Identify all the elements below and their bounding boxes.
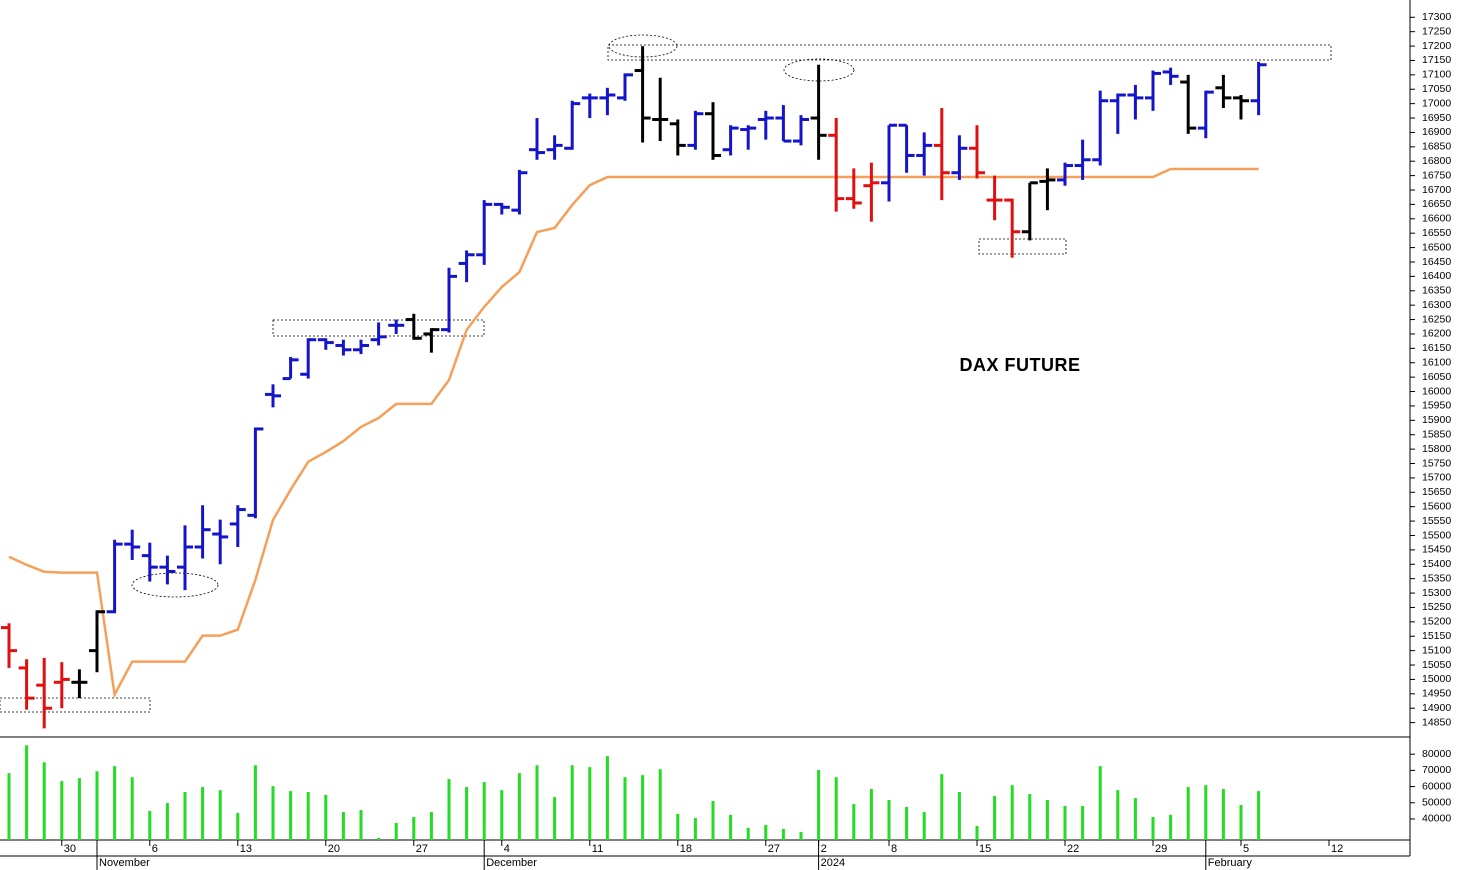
x-tick-label: 13 [240,843,252,855]
top-marker [783,58,855,82]
x-tick-label: 27 [416,843,428,855]
y-tick-label: 16100 [1422,357,1451,369]
y-tick-label: 16200 [1422,328,1451,340]
y-tick-label: 16850 [1422,141,1451,153]
y-tick-label: 15900 [1422,414,1451,426]
x-tick-label: 8 [891,843,897,855]
y-tick-label: 16550 [1422,227,1451,239]
y-tick-label: 15300 [1422,587,1451,599]
y-tick-label: 15200 [1422,616,1451,628]
y-tick-label: 15350 [1422,572,1451,584]
y-tick-label: 15650 [1422,486,1451,498]
month-label: November [99,857,150,869]
y-tick-label: 15100 [1422,644,1451,656]
month-label: 2024 [821,857,845,869]
x-tick-label: 4 [504,843,510,855]
x-tick-label: 15 [979,843,991,855]
x-tick-label: 29 [1155,843,1167,855]
month-label: February [1208,857,1253,869]
volume-tick-label: 80000 [1422,748,1451,760]
y-tick-label: 15750 [1422,457,1451,469]
resistance-box [607,44,1332,61]
x-tick-label: 27 [768,843,780,855]
y-tick-label: 16450 [1422,256,1451,268]
x-tick-label: 22 [1067,843,1079,855]
y-tick-label: 17250 [1422,25,1451,37]
y-tick-label: 16250 [1422,313,1451,325]
y-tick-label: 16300 [1422,299,1451,311]
y-tick-label: 17200 [1422,40,1451,52]
y-tick-label: 16750 [1422,169,1451,181]
volume-tick-label: 50000 [1422,797,1451,809]
y-tick-label: 17300 [1422,11,1451,23]
y-tick-label: 15850 [1422,428,1451,440]
y-tick-label: 16650 [1422,198,1451,210]
y-tick-label: 15150 [1422,630,1451,642]
month-label: December [486,857,537,869]
plot-area [1,46,1267,840]
y-tick-label: 16500 [1422,241,1451,253]
y-tick-label: 14950 [1422,688,1451,700]
y-tick-label: 15700 [1422,472,1451,484]
y-tick-label: 15600 [1422,500,1451,512]
y-tick-label: 14900 [1422,702,1451,714]
volume-tick-label: 60000 [1422,780,1451,792]
y-tick-label: 15950 [1422,400,1451,412]
y-tick-label: 16950 [1422,112,1451,124]
y-tick-label: 15550 [1422,515,1451,527]
y-tick-label: 15800 [1422,443,1451,455]
y-tick-label: 16600 [1422,213,1451,225]
y-tick-label: 15400 [1422,558,1451,570]
y-tick-label: 16000 [1422,385,1451,397]
x-tick-label: 12 [1331,843,1343,855]
y-tick-label: 16050 [1422,371,1451,383]
trend-line [8,167,1259,699]
y-tick-label: 14850 [1422,716,1451,728]
y-tick-label: 16900 [1422,126,1451,138]
y-tick-label: 16350 [1422,285,1451,297]
y-tick-label: 15500 [1422,529,1451,541]
y-tick-label: 15000 [1422,673,1451,685]
x-tick-label: 5 [1243,843,1249,855]
support-box [978,238,1067,255]
volume-tick-label: 70000 [1422,764,1451,776]
x-tick-label: 18 [680,843,692,855]
volume-tick-label: 40000 [1422,813,1451,825]
x-tick-label: 30 [64,843,76,855]
x-tick-label: 6 [152,843,158,855]
y-tick-label: 16800 [1422,155,1451,167]
x-tick-label: 20 [328,843,340,855]
y-tick-label: 16700 [1422,184,1451,196]
y-tick-label: 17050 [1422,83,1451,95]
y-tick-label: 16150 [1422,342,1451,354]
pullback-marker [131,572,219,598]
y-tick-label: 17150 [1422,54,1451,66]
y-tick-label: 15050 [1422,659,1451,671]
y-tick-label: 15250 [1422,601,1451,613]
y-tick-label: 17100 [1422,69,1451,81]
x-tick-label: 2 [821,843,827,855]
x-tick-label: 11 [592,843,603,855]
y-tick-label: 17000 [1422,97,1451,109]
y-tick-label: 16400 [1422,270,1451,282]
chart-title: DAX FUTURE [960,355,1081,375]
support-box [0,697,151,713]
y-tick-label: 15450 [1422,544,1451,556]
